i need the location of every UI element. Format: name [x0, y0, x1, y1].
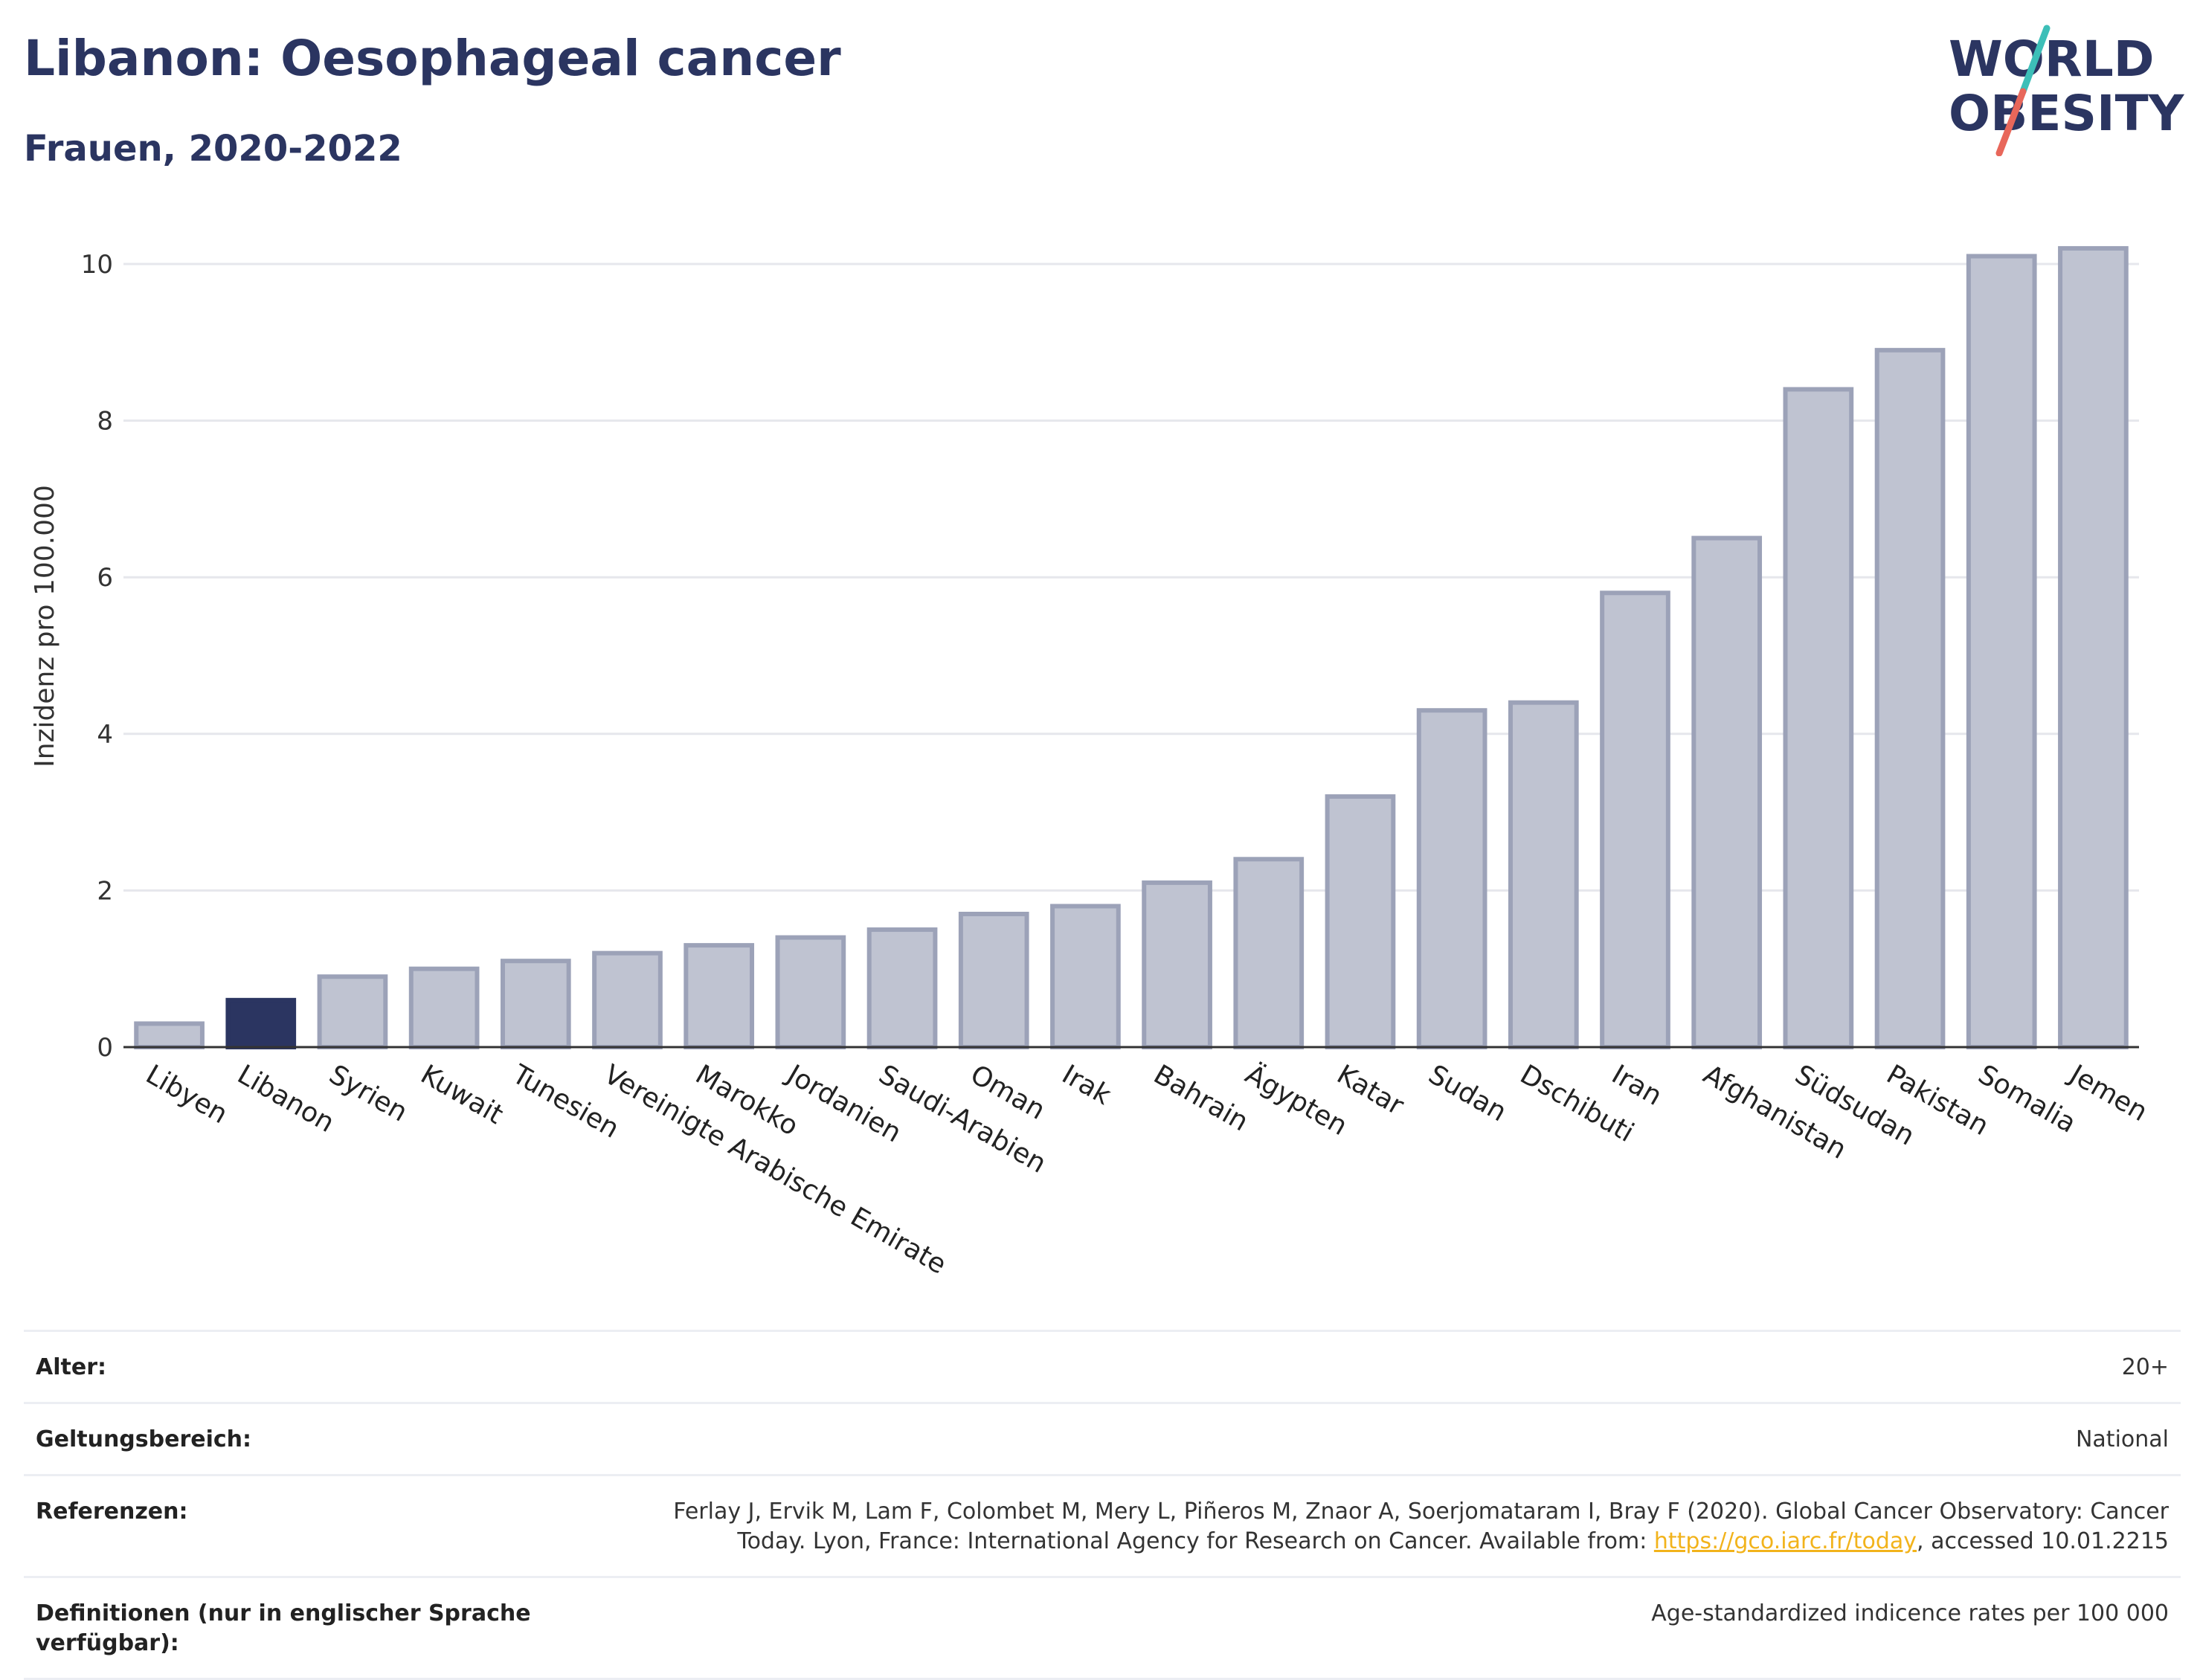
x-tick-label: Sudan	[1424, 1059, 1512, 1127]
y-tick-label: 8	[97, 407, 113, 437]
x-tick-label: Somalia	[1973, 1059, 2081, 1139]
references-label: Referenzen:	[36, 1499, 188, 1525]
bar-dschibuti	[1508, 700, 1579, 1049]
x-tick-label: Bahrain	[1148, 1059, 1253, 1137]
logo-slash-red	[1995, 88, 2027, 156]
age-label: Alter:	[36, 1354, 106, 1380]
bar-pakistan	[1874, 347, 1946, 1049]
bar-bahrain	[1142, 880, 1212, 1049]
bars	[134, 245, 2129, 1050]
scope-label: Geltungsbereich:	[36, 1426, 252, 1452]
y-tick-label: 10	[81, 250, 113, 280]
logo-text-obesity: OBESITY	[1949, 85, 2185, 142]
bar-libanon	[225, 997, 297, 1049]
bar-somalia	[1966, 254, 2037, 1050]
references-text: Ferlay J, Ervik M, Lam F, Colombet M, Me…	[673, 1499, 2169, 1554]
x-tick-label: Libyen	[141, 1059, 233, 1130]
bar-tunesien	[500, 959, 571, 1050]
y-tick-label: 2	[97, 876, 113, 906]
references-accessed: , accessed 10.01.2215	[1917, 1528, 2169, 1554]
logo-slash-teal	[2019, 25, 2051, 95]
x-tick-label: Kuwait	[416, 1059, 509, 1130]
x-tick-label: Irak	[1057, 1059, 1116, 1111]
bar-marokko	[684, 943, 755, 1049]
info-row-age: Alter: 20+	[24, 1330, 2181, 1402]
bar-ägypten	[1233, 857, 1305, 1050]
info-table: Alter: 20+ Geltungsbereich: National Ref…	[24, 1330, 2181, 1680]
references-link[interactable]: https://gco.iarc.fr/today	[1653, 1528, 1917, 1554]
definitions-value: Age-standardized indicence rates per 100…	[1651, 1600, 2169, 1626]
x-tick-label: Libanon	[232, 1059, 339, 1139]
bar-libyen	[134, 1021, 205, 1050]
info-row-definitions: Definitionen (nur in englischer Sprache …	[24, 1576, 2181, 1680]
x-tick-label: Iran	[1606, 1059, 1667, 1112]
bar-sudan	[1416, 708, 1487, 1050]
bar-vereinigte-arabische-emirate	[592, 950, 663, 1050]
bar-südsudan	[1783, 387, 1854, 1049]
info-row-references: Referenzen: Ferlay J, Ervik M, Lam F, Co…	[24, 1474, 2181, 1576]
bar-syrien	[317, 974, 388, 1049]
definitions-label: Definitionen (nur in englischer Sprache …	[36, 1600, 531, 1656]
bar-saudi-arabien	[866, 927, 938, 1050]
bar-iran	[1600, 590, 1670, 1049]
y-axis-label: Inzidenz pro 100.000	[30, 485, 60, 767]
x-tick-label: Syrien	[324, 1059, 412, 1127]
bar-kuwait	[408, 966, 480, 1049]
x-tick-label: Ägypten	[1240, 1058, 1353, 1142]
bar-jordanien	[775, 935, 846, 1049]
bar-oman	[958, 911, 1029, 1049]
y-tick-labels: 0 2 4 6 8 10	[81, 250, 113, 1063]
logo-text-world: WORLD	[1949, 30, 2155, 88]
world-obesity-logo: WORLD OBESITY	[1949, 25, 2185, 156]
chart-title: Libanon: Oesophageal cancer	[24, 30, 841, 87]
y-tick-label: 0	[97, 1033, 113, 1063]
age-value: 20+	[2121, 1354, 2169, 1380]
bar-jemen	[2058, 245, 2129, 1050]
bar-afghanistan	[1691, 535, 1763, 1049]
scope-value: National	[2075, 1426, 2169, 1452]
y-tick-label: 6	[97, 563, 113, 593]
y-tick-label: 4	[97, 720, 113, 750]
bar-katar	[1325, 794, 1396, 1050]
references-value: Ferlay J, Ervik M, Lam F, Colombet M, Me…	[607, 1497, 2169, 1557]
info-row-scope: Geltungsbereich: National	[24, 1402, 2181, 1474]
chart-subtitle: Frauen, 2020-2022	[24, 128, 402, 170]
bar-irak	[1050, 904, 1121, 1049]
